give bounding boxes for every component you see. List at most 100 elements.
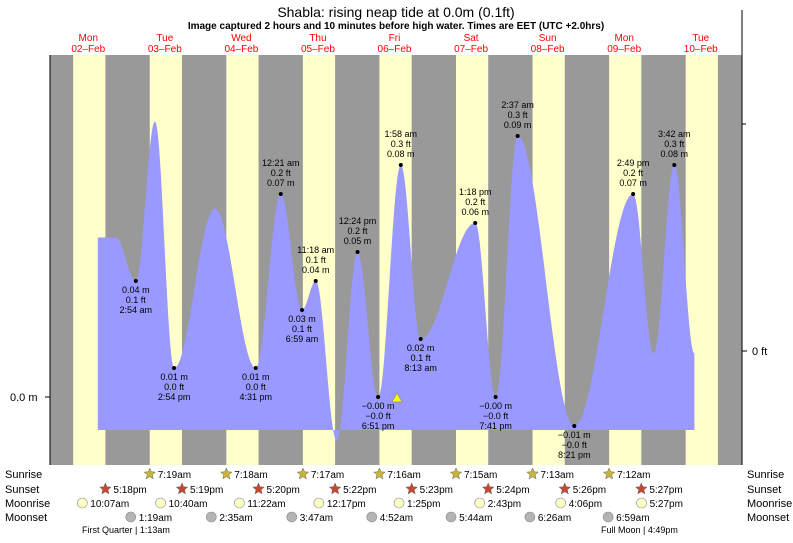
current-time-marker [391, 392, 403, 403]
extreme-label: 0.04 m [302, 265, 330, 275]
left-axis-label: 0.0 m [10, 392, 38, 404]
sunset-time: 5:27pm [649, 485, 682, 496]
star-icon [526, 467, 539, 480]
moonrise-icon [636, 497, 647, 509]
almanac-row-label: Moonset [747, 512, 789, 524]
moon-phase-label: Full Moon | 4:49pm [601, 525, 678, 535]
extreme-label: −0.00 m [479, 401, 512, 411]
extreme-label: 7:41 pm [479, 421, 512, 431]
moonset-time: 1:19am [139, 513, 172, 524]
extreme-label: 0.08 m [661, 149, 689, 159]
star-icon [328, 482, 342, 495]
sunrise-time: 7:16am [387, 470, 420, 481]
moonrise-icon [234, 497, 245, 509]
low-water-point [418, 337, 423, 341]
extreme-label: 3:42 am [658, 129, 691, 139]
extreme-label: 4:31 pm [239, 392, 272, 402]
sunset-time: 5:23pm [420, 485, 453, 496]
almanac-row-label: Moonrise [747, 498, 792, 510]
day-label-date: 04–Feb [224, 44, 258, 55]
high-water-point [631, 192, 636, 196]
sunset-time: 5:24pm [496, 485, 529, 496]
moonrise-icon [155, 497, 166, 509]
extreme-label: 0.03 m [288, 314, 316, 324]
extreme-label: 0.08 m [387, 149, 415, 159]
extreme-label: 0.09 m [504, 120, 532, 130]
moonrise-icon [393, 497, 405, 509]
extreme-label: 2:54 pm [158, 392, 191, 402]
moonset-time: 2:35am [219, 513, 252, 524]
moonset-time: 4:52am [380, 513, 413, 524]
almanac-row-label: Sunset [5, 484, 39, 496]
moonset-time: 6:59am [616, 513, 649, 524]
moonrise-time: 4:06pm [569, 499, 602, 510]
high-water-point [313, 279, 318, 283]
star-icon [143, 467, 157, 480]
extreme-label: 0.3 ft [391, 139, 412, 149]
sunrise-time: 7:17am [311, 470, 344, 481]
moonset-time: 5:44am [459, 513, 492, 524]
moonrise-time: 12:17pm [327, 499, 366, 510]
star-icon [405, 482, 419, 495]
extreme-label: 0.1 ft [306, 255, 327, 265]
extreme-label: 0.0 ft [246, 382, 267, 392]
star-icon [634, 482, 648, 495]
almanac-row-label: Sunrise [747, 469, 784, 481]
almanac-row-label: Sunrise [5, 469, 42, 481]
star-icon [99, 482, 112, 495]
low-water-point [253, 366, 258, 370]
sunset-time: 5:22pm [343, 485, 376, 496]
extreme-label: 0.2 ft [465, 197, 486, 207]
moonset-time: 6:26am [538, 513, 571, 524]
extreme-label: 0.3 ft [508, 110, 529, 120]
sunrise-time: 7:12am [617, 470, 650, 481]
moonrise-time: 5:27pm [650, 499, 683, 510]
extreme-label: 0.1 ft [411, 353, 432, 363]
extreme-label: 11:18 am [297, 245, 334, 255]
extreme-label: 0.0 ft [164, 382, 185, 392]
day-label-dow: Mon [614, 33, 633, 44]
day-label-dow: Wed [231, 33, 251, 44]
star-icon [175, 482, 189, 495]
star-icon [219, 467, 233, 480]
extreme-label: 0.1 ft [126, 295, 147, 305]
extreme-label: 8:21 pm [558, 450, 591, 460]
high-water-point [672, 163, 677, 167]
low-water-point [376, 395, 381, 399]
extreme-label: 0.01 m [160, 372, 188, 382]
almanac-table: Sunrise Sunrise Sunset Sunset Moonrise Moonri… [5, 467, 792, 535]
high-water-point [398, 163, 403, 167]
star-icon [296, 467, 310, 480]
day-label-dow: Sun [539, 33, 557, 44]
high-water-point [278, 192, 283, 196]
chart-title: Shabla: rising neap tide at 0.0m (0.1ft) [277, 4, 514, 20]
extreme-label: 0.01 m [242, 372, 270, 382]
right-axis-label: 0 ft [752, 346, 767, 358]
star-icon [373, 467, 386, 480]
day-label-dow: Tue [692, 33, 709, 44]
moonset-icon [524, 511, 536, 523]
low-water-point [572, 424, 577, 428]
moonrise-time: 10:07am [90, 499, 129, 510]
star-icon [252, 482, 265, 495]
extreme-label: 12:24 pm [339, 216, 377, 226]
sunset-time: 5:26pm [573, 485, 606, 496]
low-water-point [172, 366, 177, 370]
day-label-date: 10–Feb [684, 44, 718, 55]
moonset-time: 3:47am [300, 513, 333, 524]
extreme-label: 2:37 am [501, 100, 534, 110]
moonrise-time: 11:22am [247, 499, 285, 510]
extreme-label: 0.04 m [122, 285, 150, 295]
moonrise-time: 2:43pm [488, 499, 521, 510]
day-label-date: 02–Feb [71, 44, 105, 55]
moonrise-icon [474, 497, 486, 509]
almanac-row-label: Moonrise [5, 498, 50, 510]
chart-subtitle: Image captured 2 hours and 10 minutes be… [188, 21, 604, 32]
day-label-date: 07–Feb [454, 44, 488, 55]
moon-phase-label: First Quarter | 1:13am [82, 525, 170, 535]
extreme-label: 0.2 ft [623, 168, 644, 178]
extreme-label: 2:54 am [120, 305, 153, 315]
extreme-label: 0.05 m [344, 236, 372, 246]
